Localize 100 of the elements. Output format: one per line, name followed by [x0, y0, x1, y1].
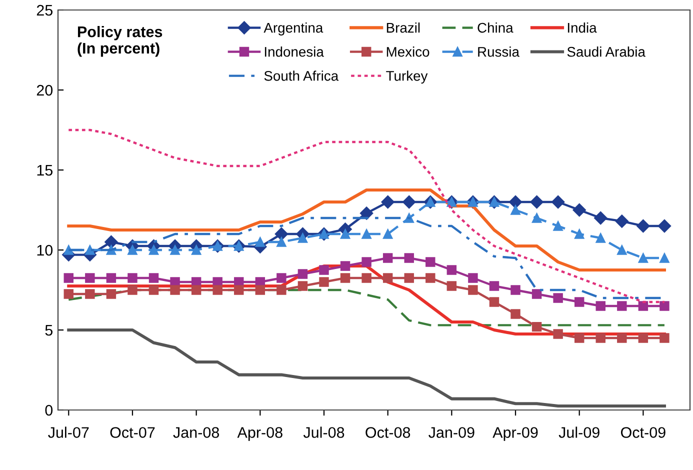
x-tick-label: Jul-09 — [558, 426, 600, 438]
point — [382, 273, 393, 283]
legend-label: Mexico — [386, 46, 430, 57]
y-tick-label: 5 — [45, 325, 52, 336]
x-tick-label: Oct-09 — [620, 427, 666, 438]
point — [128, 285, 138, 295]
y-tick-label: 25 — [36, 4, 52, 16]
point — [255, 237, 266, 247]
point — [85, 289, 95, 299]
point — [362, 229, 372, 239]
point — [510, 309, 520, 319]
legend-label: India — [568, 22, 597, 33]
point — [617, 301, 627, 311]
point — [191, 245, 202, 255]
point — [106, 289, 116, 299]
x-tick-label: Jul-07 — [48, 426, 89, 438]
point — [553, 293, 563, 303]
line-series — [67, 188, 666, 272]
line-series — [67, 328, 666, 408]
point — [404, 253, 414, 263]
point — [617, 333, 627, 343]
point — [148, 285, 159, 295]
point — [340, 261, 350, 271]
point — [553, 221, 563, 231]
x-tick-label: Oct-07 — [110, 427, 155, 438]
point — [658, 219, 672, 233]
point — [572, 203, 586, 217]
point — [636, 219, 650, 233]
y-tick-label: 10 — [37, 244, 53, 256]
point — [276, 273, 286, 283]
point — [340, 273, 350, 283]
point — [360, 206, 374, 220]
point — [319, 265, 329, 275]
point — [106, 273, 116, 283]
point — [170, 285, 180, 295]
point — [510, 285, 520, 295]
point — [617, 245, 627, 255]
point — [64, 273, 74, 283]
point — [319, 277, 329, 287]
point — [274, 227, 288, 241]
point — [362, 257, 372, 267]
point — [660, 253, 670, 263]
legend-label: Turkey — [386, 70, 428, 84]
point — [489, 297, 500, 307]
point — [426, 257, 436, 267]
legend-label: Russia — [478, 46, 520, 57]
point — [532, 213, 542, 223]
point — [382, 253, 393, 263]
x-tick-label: Apr-09 — [492, 427, 538, 441]
point — [298, 233, 308, 243]
x-tick-label: Oct-08 — [366, 427, 410, 438]
point — [128, 273, 138, 283]
point — [553, 329, 563, 339]
point — [574, 229, 584, 239]
legend-label: Argentina — [264, 22, 324, 36]
point — [104, 235, 118, 249]
point — [191, 285, 202, 295]
legend-label: South Africa — [264, 70, 339, 81]
point — [596, 333, 606, 343]
x-tick-label: Apr-08 — [237, 427, 282, 441]
point — [382, 229, 393, 239]
point — [426, 273, 436, 283]
point — [148, 245, 159, 255]
point — [446, 265, 457, 275]
legend-label: Saudi Arabia — [567, 46, 646, 57]
point — [574, 333, 584, 343]
y-tick-label: 0 — [45, 404, 53, 416]
point — [402, 195, 416, 209]
x-tick-label: Jan-09 — [428, 427, 474, 438]
point — [298, 281, 308, 291]
point — [638, 333, 648, 343]
point — [530, 195, 544, 209]
point — [404, 273, 414, 283]
point — [128, 245, 138, 255]
point — [615, 214, 628, 228]
legend-label: Brazil — [386, 22, 420, 33]
point — [596, 233, 606, 243]
x-tick-label: Jan-08 — [173, 427, 220, 438]
point — [64, 289, 74, 299]
point — [298, 269, 308, 279]
point — [340, 229, 350, 239]
point — [510, 205, 520, 215]
point — [551, 195, 565, 209]
point — [489, 281, 500, 291]
point — [276, 237, 286, 247]
point — [85, 245, 95, 255]
point — [85, 273, 95, 283]
point — [532, 289, 542, 299]
point — [508, 195, 522, 209]
point — [532, 322, 542, 332]
point — [638, 253, 648, 263]
legend-label: China — [478, 22, 514, 33]
point — [468, 273, 478, 283]
point — [234, 285, 244, 295]
point — [148, 273, 159, 283]
point — [446, 281, 457, 291]
point — [660, 301, 670, 311]
x-tick-label: Jul-08 — [303, 426, 344, 438]
point — [381, 195, 394, 209]
point — [276, 285, 286, 295]
